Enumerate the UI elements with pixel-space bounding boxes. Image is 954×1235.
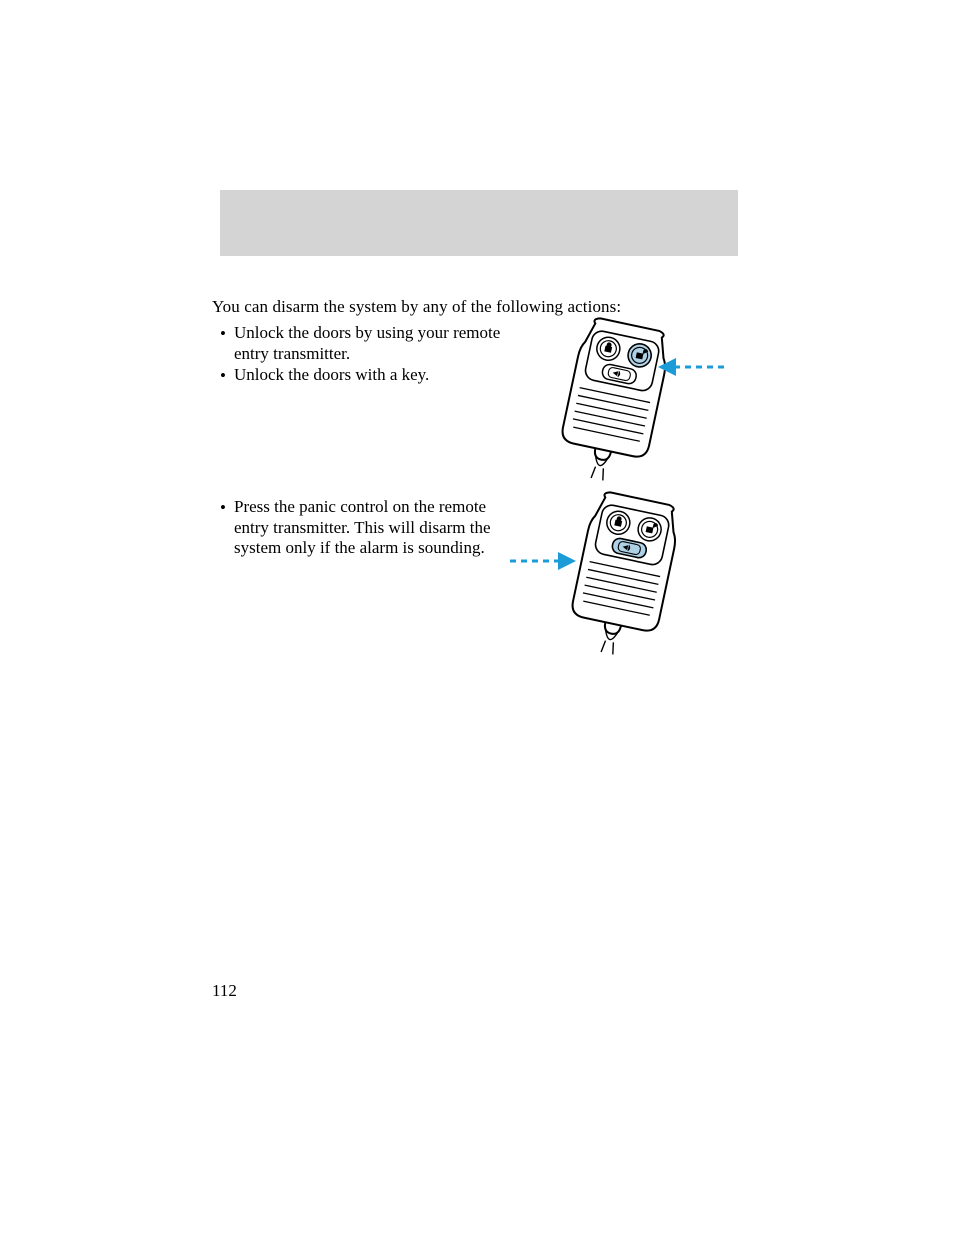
manual-page: You can disarm the system by any of the …: [0, 0, 954, 1235]
bullet-text: Press the panic control on the remote en…: [234, 497, 491, 557]
bullet-item-unlock-key: • Unlock the doors with a key.: [234, 365, 502, 386]
bullet-text: Unlock the doors with a key.: [234, 365, 429, 384]
bullet-dot-icon: •: [220, 366, 226, 387]
remote-figure-unlock: [510, 313, 730, 498]
header-placeholder-box: [220, 190, 738, 256]
bullet-item-unlock-remote: • Unlock the doors by using your remote …: [234, 323, 502, 364]
bullet-dot-icon: •: [220, 498, 226, 519]
bullet-item-panic: • Press the panic control on the remote …: [234, 497, 502, 559]
callout-arrow-icon: [658, 358, 724, 376]
bullet-dot-icon: •: [220, 324, 226, 345]
remote-figure-panic: [510, 487, 730, 677]
page-number: 112: [212, 981, 237, 1001]
callout-arrow-icon: [510, 552, 576, 570]
bullet-text: Unlock the doors by using your remote en…: [234, 323, 500, 363]
